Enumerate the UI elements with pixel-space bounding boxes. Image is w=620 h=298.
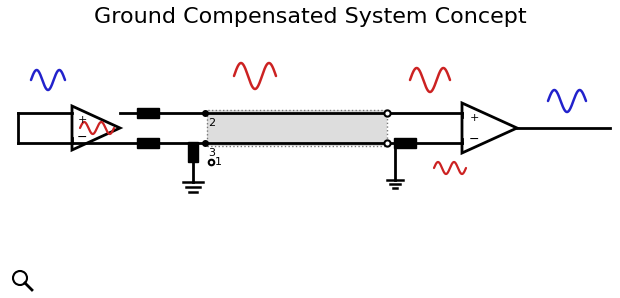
Text: 2: 2 (208, 118, 215, 128)
Bar (207, 110, 387, 146)
Bar (137, 138, 159, 148)
Text: −: − (77, 131, 87, 144)
Text: 3: 3 (208, 148, 215, 158)
Text: +: + (469, 113, 479, 123)
Text: Ground Compensated System Concept: Ground Compensated System Concept (94, 7, 526, 27)
Bar (188, 142, 198, 162)
Text: 1: 1 (215, 157, 222, 167)
Bar (137, 108, 159, 118)
Text: +: + (78, 115, 87, 125)
Bar (394, 138, 416, 148)
Bar (207, 110, 387, 146)
Text: −: − (469, 133, 479, 145)
